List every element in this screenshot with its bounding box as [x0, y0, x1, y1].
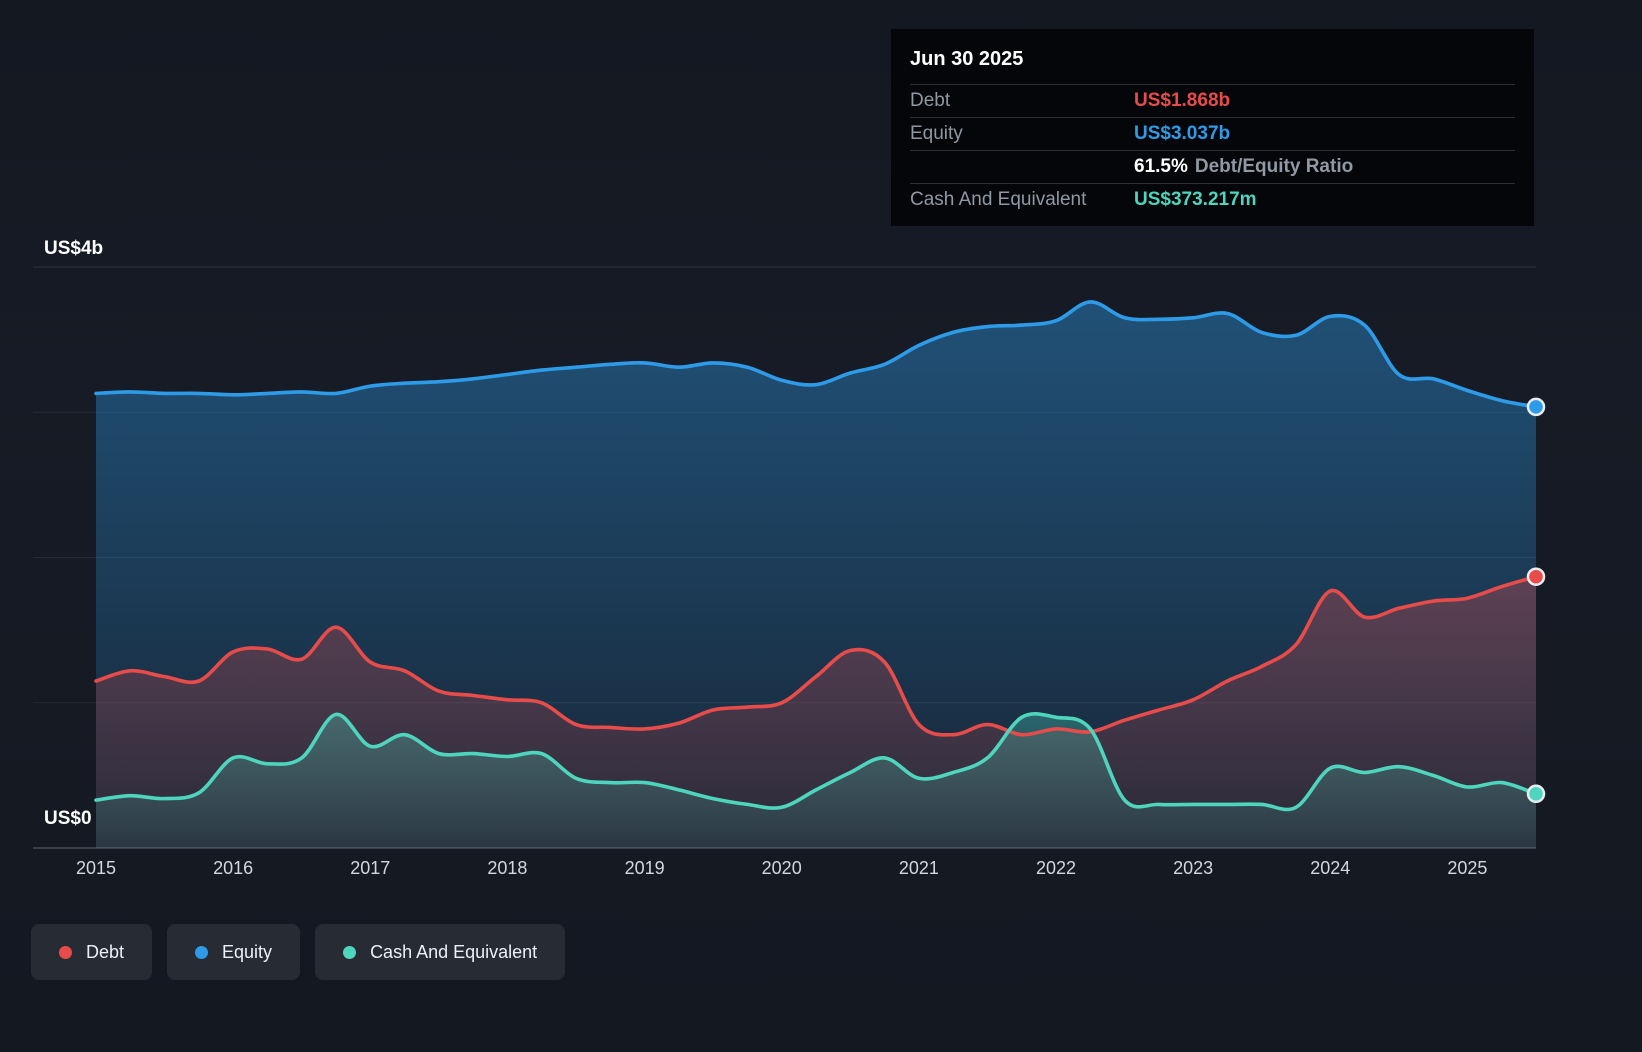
x-tick-label-2018: 2018 — [487, 858, 528, 878]
legend-item-equity[interactable]: Equity — [167, 924, 301, 980]
tooltip-ratio-row: 61.5% Debt/Equity Ratio — [910, 150, 1515, 183]
legend-item-cash[interactable]: Cash And Equivalent — [315, 924, 566, 980]
legend-item-debt[interactable]: Debt — [31, 924, 153, 980]
debt-equity-cash-chart-canvas[interactable] — [33, 266, 1546, 849]
x-tick-label-2022: 2022 — [1035, 858, 1077, 878]
tooltip-debt-label: Debt — [910, 90, 951, 111]
cash-and-equivalent-area — [96, 713, 1536, 848]
tooltip-debt-row: Debt US$1.868b — [910, 84, 1515, 117]
y-axis-label-bottom: US$0 — [44, 808, 92, 829]
tooltip-cash-value: US$373.217m — [1134, 189, 1257, 210]
cash-dot-icon — [343, 945, 357, 959]
y-axis-label-top: US$4b — [44, 238, 104, 259]
tooltip-equity-value: US$3.037b — [1134, 123, 1231, 144]
equity-dot-icon — [195, 945, 209, 959]
x-tick-label-2020: 2020 — [761, 858, 802, 878]
tooltip-equity-label: Equity — [910, 123, 963, 144]
tooltip-equity-row: Equity US$3.037b — [910, 117, 1515, 150]
cash-and-equivalent-endpoint-marker[interactable] — [1526, 784, 1546, 804]
tooltip-ratio-label: Debt/Equity Ratio — [1194, 156, 1354, 177]
tooltip-debt-value: US$1.868b — [1134, 90, 1231, 111]
x-tick-label-2015: 2015 — [75, 858, 117, 878]
x-tick-label-2017: 2017 — [350, 858, 391, 878]
x-tick-label-2025: 2025 — [1447, 858, 1488, 878]
chart-legend: Debt Equity Cash And Equivalent — [31, 924, 566, 980]
tooltip-date: Jun 30 2025 — [910, 48, 1024, 70]
legend-debt-label: Debt — [86, 941, 125, 962]
chart-tooltip: Jun 30 2025 Debt US$1.868b Equity US$3.0… — [891, 29, 1534, 226]
tooltip-cash-row: Cash And Equivalent US$373.217m — [910, 183, 1515, 216]
x-tick-label-2023: 2023 — [1173, 858, 1214, 878]
legend-cash-label: Cash And Equivalent — [370, 941, 538, 962]
debt-endpoint-marker[interactable] — [1526, 567, 1546, 586]
legend-equity-label: Equity — [222, 941, 273, 962]
equity-line[interactable] — [94, 300, 1538, 409]
x-tick-label-2021: 2021 — [898, 858, 939, 878]
x-tick-label-2019: 2019 — [624, 858, 665, 878]
debt-line[interactable] — [94, 574, 1538, 737]
cash-and-equivalent-line[interactable] — [94, 711, 1538, 812]
tooltip-ratio-value: 61.5% — [1134, 156, 1188, 177]
equity-endpoint-marker[interactable] — [1526, 397, 1546, 417]
x-tick-label-2016: 2016 — [213, 858, 254, 878]
x-tick-label-2024: 2024 — [1310, 858, 1351, 878]
debt-dot-icon — [59, 945, 72, 959]
tooltip-cash-label: Cash And Equivalent — [910, 189, 1087, 210]
x-axis: 2015 2016 2017 2018 2019 2020 2021 2022 2023 2024… — [33, 858, 1536, 886]
